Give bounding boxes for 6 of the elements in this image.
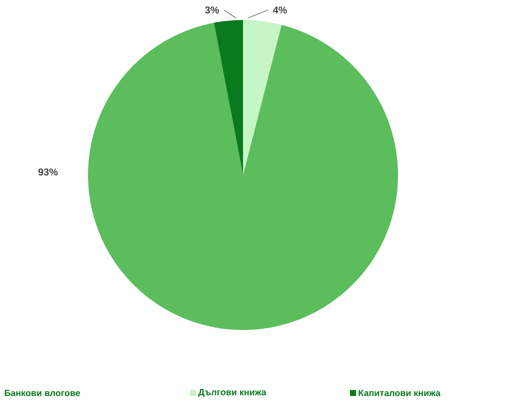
legend-label: Дългови книжа	[198, 389, 266, 397]
data-label: 4%	[272, 6, 287, 14]
data-label: 3%	[205, 6, 219, 14]
legend-label: Капиталови книжа	[358, 390, 441, 396]
data-label: 93%	[38, 168, 58, 176]
slice-label: Банкови влогове	[4, 390, 80, 396]
